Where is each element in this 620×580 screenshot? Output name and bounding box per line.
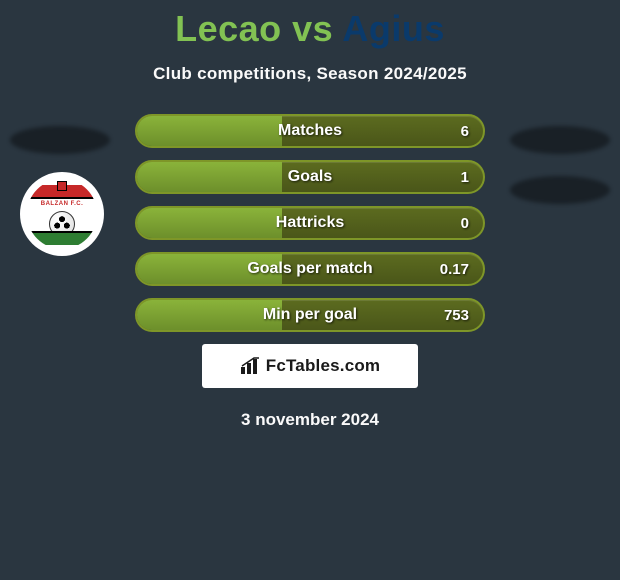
stat-fill (137, 116, 282, 146)
stat-row-gpm: Goals per match 0.17 (135, 252, 485, 286)
player-right-name: Agius (342, 8, 445, 49)
stat-fill (137, 162, 282, 192)
vs-text: vs (292, 8, 333, 49)
stat-value: 0 (461, 215, 469, 232)
stat-value: 1 (461, 169, 469, 186)
club-badge-top-stripe (27, 185, 97, 199)
club-badge: BALZAN F.C. (20, 172, 104, 256)
brand-text: FcTables.com (266, 356, 381, 376)
content-area: BALZAN F.C. Matches 6 Goals 1 Hattricks … (0, 114, 620, 430)
right-avatar-shadow-2 (510, 176, 610, 204)
stat-panel: Matches 6 Goals 1 Hattricks 0 Goals per … (135, 114, 485, 332)
stat-label: Goals (288, 168, 332, 186)
date-text: 3 november 2024 (0, 410, 620, 430)
stat-value: 6 (461, 123, 469, 140)
stat-row-goals: Goals 1 (135, 160, 485, 194)
stat-row-mpg: Min per goal 753 (135, 298, 485, 332)
stat-value: 0.17 (440, 261, 469, 278)
club-badge-inner: BALZAN F.C. (27, 179, 97, 249)
brand-badge[interactable]: FcTables.com (202, 344, 418, 388)
player-left-name: Lecao (175, 8, 282, 49)
stat-row-matches: Matches 6 (135, 114, 485, 148)
stat-row-hattricks: Hattricks 0 (135, 206, 485, 240)
subtitle: Club competitions, Season 2024/2025 (0, 64, 620, 84)
left-avatar-shadow (10, 126, 110, 154)
stat-fill (137, 208, 282, 238)
bar-chart-icon (240, 357, 262, 375)
club-badge-band: BALZAN F.C. (27, 199, 97, 209)
stat-label: Matches (278, 122, 342, 140)
club-badge-bottom-stripe (27, 231, 97, 245)
stat-label: Goals per match (247, 260, 372, 278)
stat-label: Min per goal (263, 306, 357, 324)
page-title: Lecao vs Agius (0, 0, 620, 50)
stat-fill (137, 300, 282, 330)
stat-label: Hattricks (276, 214, 344, 232)
stat-value: 753 (444, 307, 469, 324)
right-avatar-shadow-1 (510, 126, 610, 154)
